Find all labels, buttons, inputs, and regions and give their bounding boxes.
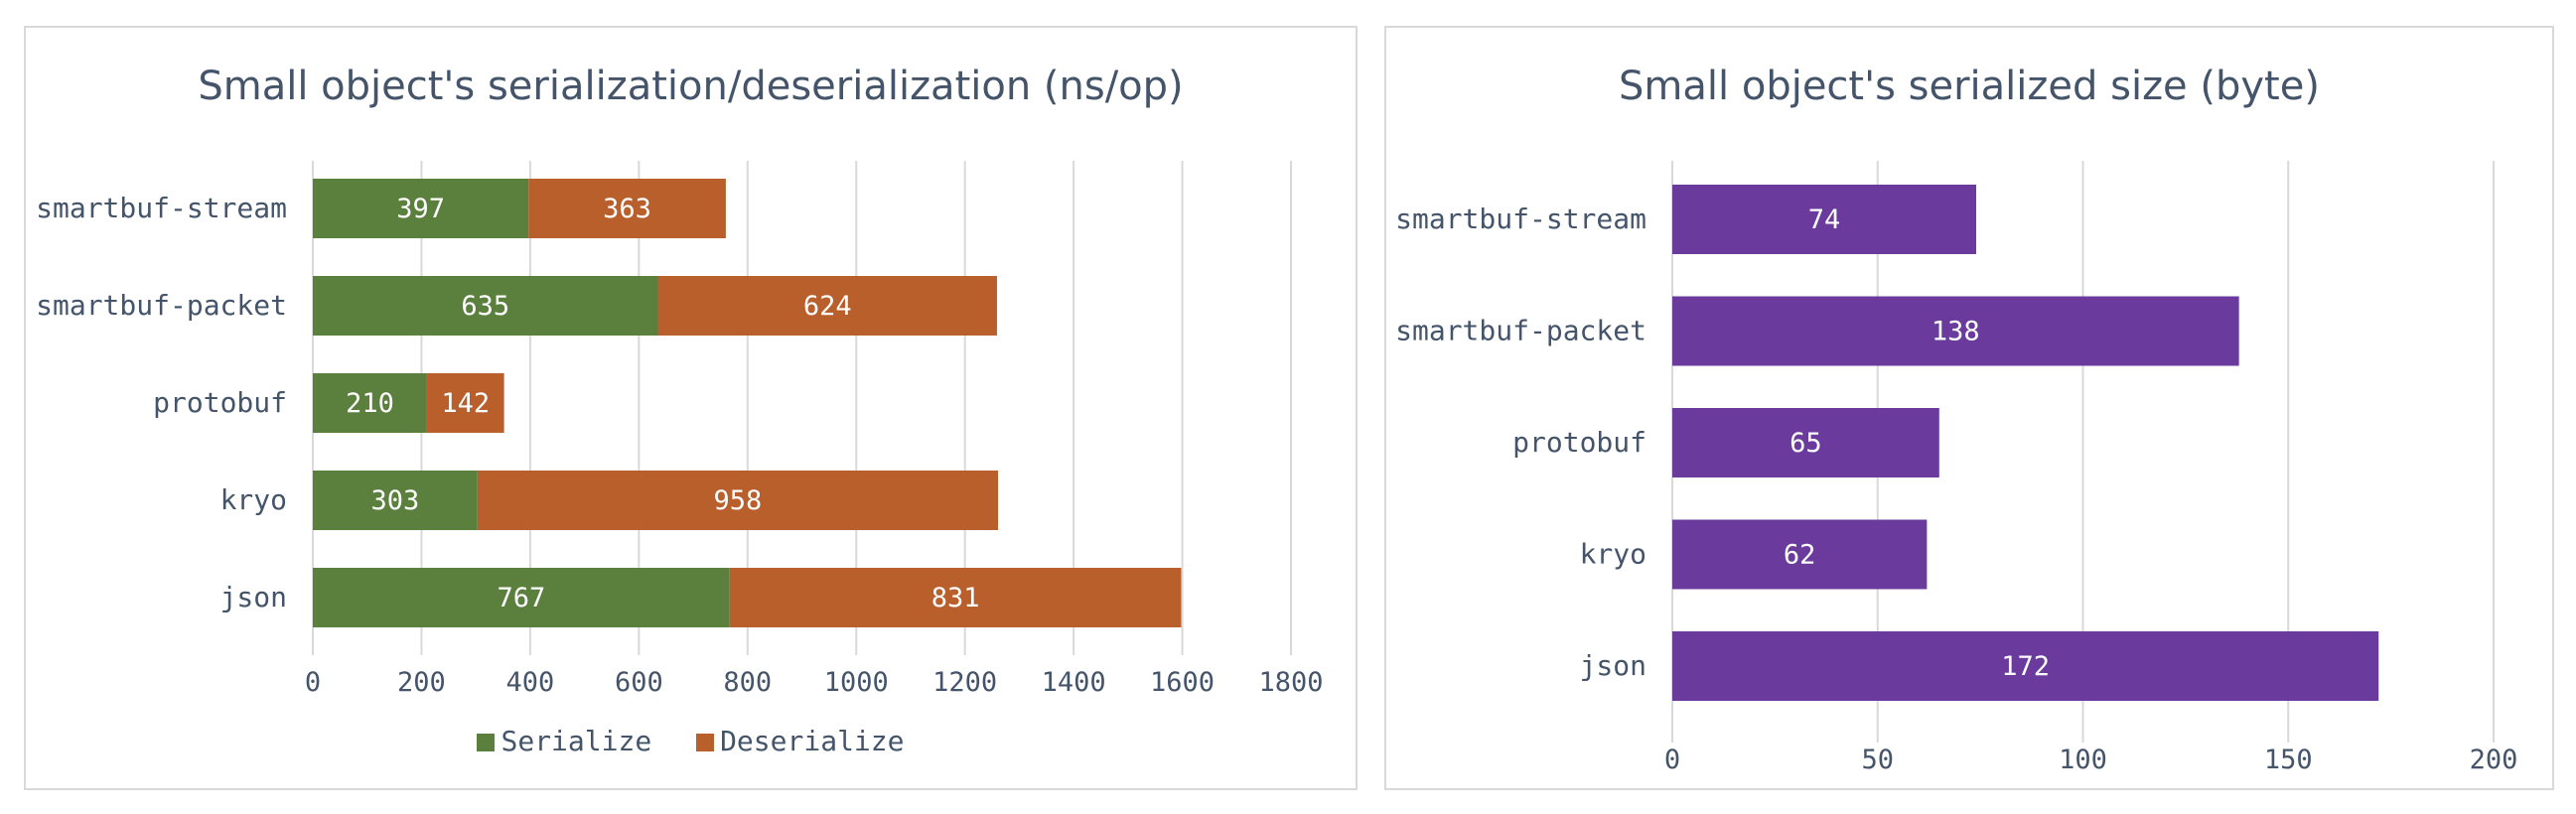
x-tick-label: 1800	[1258, 667, 1323, 698]
y-tick-label: smartbuf-packet	[1395, 315, 1646, 347]
data-label: 303	[371, 485, 420, 516]
y-tick-label: kryo	[1580, 538, 1646, 571]
data-label: 831	[931, 583, 980, 613]
legend-swatch-serialize	[477, 734, 496, 751]
chart-panel-timing: Small object's serialization/deserializa…	[24, 26, 1358, 790]
y-tick-label: protobuf	[1512, 426, 1646, 459]
bar-deserialize	[729, 568, 1182, 627]
data-label: 363	[603, 194, 651, 224]
legend-item-serialize: Serialize	[477, 725, 651, 757]
chart-title-timing: Small object's serialization/deserializa…	[198, 64, 1184, 109]
chart-panel-size: Small object's serialized size (byte) 0 5…	[1384, 26, 2554, 790]
data-label: 958	[714, 485, 763, 516]
bar-size	[1672, 631, 2379, 701]
timing-bar-chart: 0 200 400 600 800 1000 1200 1400 1600 1800 smartbu…	[36, 161, 1324, 698]
x-tick-label: 150	[2264, 745, 2313, 775]
y-tick-label: smartbuf-stream	[36, 192, 287, 224]
x-tick-label: 200	[2470, 745, 2518, 775]
x-tick-label: 0	[1664, 745, 1680, 775]
x-tick-label: 0	[305, 667, 321, 698]
bar-deserialize	[477, 471, 999, 530]
bar-size	[1672, 296, 2239, 366]
x-tick-label: 100	[2059, 745, 2107, 775]
x-tick-label: 50	[1861, 745, 1894, 775]
y-tick-label: json	[220, 581, 287, 613]
data-label: 65	[1789, 428, 1822, 459]
bar-size	[1672, 185, 1976, 254]
y-tick-label: smartbuf-packet	[36, 289, 287, 322]
data-label: 142	[441, 388, 490, 419]
x-tick-label: 1600	[1150, 667, 1215, 698]
data-label: 138	[1932, 317, 1980, 347]
data-label: 74	[1808, 204, 1841, 235]
legend-label-deserialize: Deserialize	[720, 725, 905, 757]
x-tick-label: 1000	[824, 667, 889, 698]
x-tick-label: 600	[615, 667, 663, 698]
x-tick-label: 200	[397, 667, 446, 698]
y-tick-label: json	[1580, 649, 1646, 682]
data-label: 397	[396, 194, 445, 224]
y-tick-label: smartbuf-stream	[1395, 203, 1646, 235]
data-label: 767	[497, 583, 545, 613]
bar-serialize	[313, 568, 730, 627]
legend-label-serialize: Serialize	[501, 725, 652, 757]
bar-serialize	[313, 179, 529, 238]
bar-deserialize	[426, 373, 504, 433]
data-label: 635	[461, 291, 509, 322]
data-label: 210	[346, 388, 394, 419]
chart-title-size: Small object's serialized size (byte)	[1619, 64, 2320, 109]
data-label: 624	[803, 291, 852, 322]
x-tick-label: 400	[505, 667, 554, 698]
chart-legend: Serialize Deserialize	[26, 725, 1356, 757]
y-tick-label: kryo	[220, 483, 287, 516]
data-label: 62	[1784, 540, 1816, 571]
x-tick-label: 800	[723, 667, 772, 698]
x-tick-label: 1200	[932, 667, 997, 698]
bar-serialize	[313, 276, 658, 336]
legend-item-deserialize: Deserialize	[696, 725, 905, 757]
size-bar-chart: 0 50 100 150 200 smartbuf-stream 74 smartbuf-pa…	[1395, 161, 2518, 775]
bar-serialize	[313, 373, 427, 433]
bar-size	[1672, 408, 1939, 477]
bar-serialize	[313, 471, 478, 530]
bar-deserialize	[657, 276, 997, 336]
legend-swatch-deserialize	[696, 734, 715, 751]
y-tick-label: protobuf	[153, 386, 287, 419]
bar-size	[1672, 519, 1928, 590]
x-tick-label: 1400	[1042, 667, 1106, 698]
bar-deserialize	[528, 179, 726, 238]
data-label: 172	[2001, 651, 2050, 682]
